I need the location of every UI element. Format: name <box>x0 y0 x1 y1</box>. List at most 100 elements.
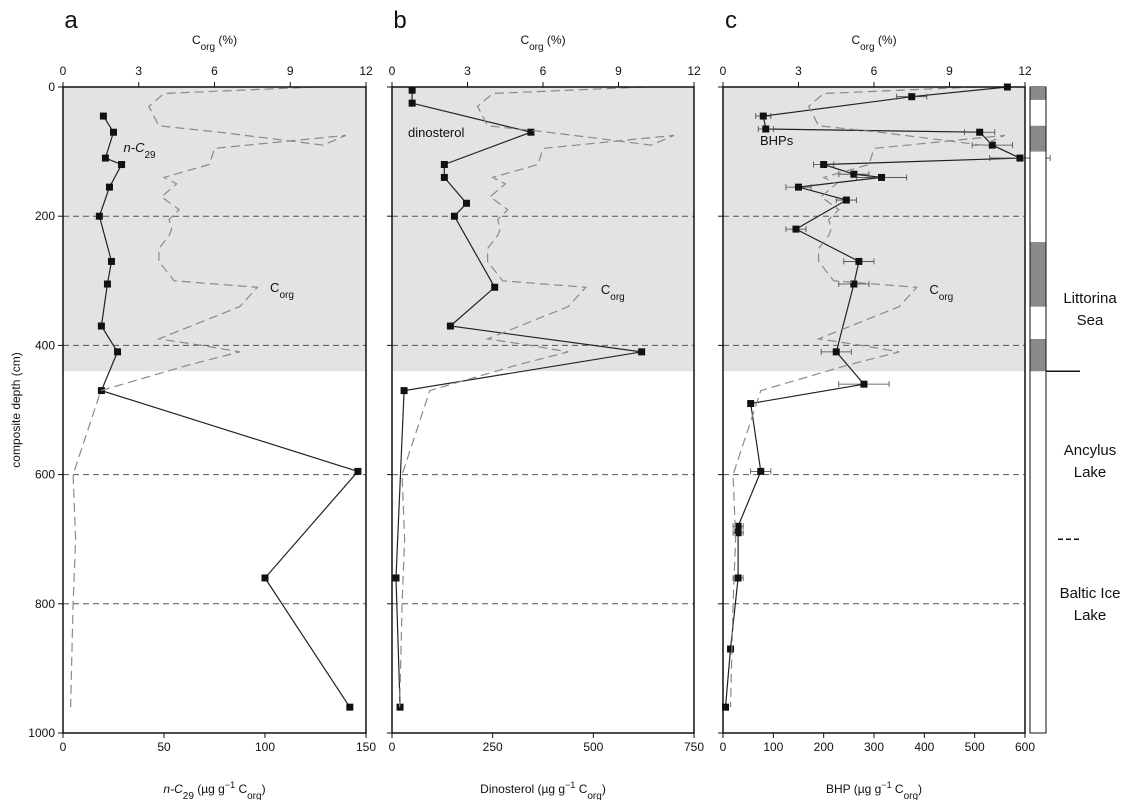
strip-dark-interval <box>1030 338 1046 372</box>
bottom-axis-title: n-C29 (µg g−1 Corg) <box>163 780 265 800</box>
data-point <box>759 112 767 120</box>
lithology-strip <box>1029 86 1047 734</box>
data-point <box>527 128 535 136</box>
data-point <box>103 280 111 288</box>
unit-label: Baltic Ice <box>1060 585 1121 602</box>
x-tick-label: 300 <box>864 740 884 754</box>
corg-line <box>729 86 1006 708</box>
data-point <box>408 99 416 107</box>
corg-annotation: Corg <box>270 280 294 301</box>
y-axis-title: composite depth (cm) <box>9 352 23 467</box>
data-point <box>400 387 408 395</box>
x-tick-label: 0 <box>720 740 727 754</box>
data-point <box>440 173 448 181</box>
strip-dark-interval <box>1030 87 1046 100</box>
top-x-tick-label: 6 <box>540 64 547 78</box>
x-tick-label: 600 <box>1015 740 1035 754</box>
data-point <box>850 170 858 178</box>
data-point <box>462 199 470 207</box>
data-point <box>97 322 105 330</box>
data-point <box>855 257 863 265</box>
bottom-axis-title: BHP (µg g−1 Corg) <box>826 780 922 800</box>
x-tick-label: 400 <box>914 740 934 754</box>
top-x-tick-label: 9 <box>946 64 953 78</box>
top-axis-title: Corg (%) <box>520 33 565 53</box>
data-point <box>101 154 109 162</box>
data-point <box>440 161 448 169</box>
data-point <box>762 125 770 133</box>
x-tick-label: 0 <box>60 740 67 754</box>
y-tick-label: 1000 <box>28 726 55 740</box>
data-point <box>722 703 730 711</box>
x-tick-label: 150 <box>356 740 376 754</box>
data-point <box>795 183 802 191</box>
data-point <box>757 467 765 475</box>
y-tick-label: 200 <box>35 209 55 223</box>
data-point <box>114 348 122 356</box>
top-x-tick-label: 12 <box>359 64 373 78</box>
data-point <box>908 93 916 101</box>
data-point <box>878 173 886 181</box>
data-point <box>118 161 126 169</box>
data-point <box>392 574 400 582</box>
unit-label: Lake <box>1074 464 1107 481</box>
dinosterol-annotation: dinosterol <box>408 125 464 140</box>
corg-line <box>70 86 347 708</box>
data-point <box>734 529 742 537</box>
top-x-tick-label: 6 <box>211 64 218 78</box>
data-point <box>408 86 416 94</box>
top-axis-title: Corg (%) <box>851 33 896 53</box>
x-tick-label: 100 <box>763 740 783 754</box>
data-point <box>638 348 646 356</box>
data-point <box>976 128 984 136</box>
x-tick-label: 500 <box>965 740 985 754</box>
x-tick-label: 50 <box>157 740 171 754</box>
data-point <box>346 703 354 711</box>
x-tick-label: 250 <box>483 740 503 754</box>
n-c29-annotation: n-C29 <box>124 140 157 161</box>
data-point <box>832 348 840 356</box>
x-tick-label: 750 <box>684 740 704 754</box>
x-tick-label: 500 <box>583 740 603 754</box>
bhps-annotation: BHPs <box>760 133 794 148</box>
unit-label: Littorina <box>1063 290 1117 307</box>
data-point <box>988 141 996 149</box>
data-point <box>850 280 858 288</box>
data-point <box>99 112 107 120</box>
x-tick-label: 100 <box>255 740 275 754</box>
x-tick-label: 200 <box>814 740 834 754</box>
y-tick-label: 0 <box>48 80 55 94</box>
bottom-axis-title: Dinosterol (µg g−1 Corg) <box>480 780 606 800</box>
data-point <box>734 522 742 530</box>
strip-dark-interval <box>1030 125 1046 152</box>
unit-label: Ancylus <box>1064 442 1117 459</box>
panel-letter: c <box>725 7 737 34</box>
data-point <box>842 196 850 204</box>
top-x-tick-label: 6 <box>871 64 878 78</box>
shaded-interval <box>63 87 366 372</box>
panel-letter: b <box>393 7 406 34</box>
corg-annotation: Corg <box>929 282 953 303</box>
data-point <box>110 128 117 136</box>
data-point <box>747 400 755 408</box>
data-point <box>727 645 735 653</box>
top-x-tick-label: 3 <box>464 64 471 78</box>
data-point <box>792 225 800 233</box>
data-point <box>734 574 742 582</box>
data-point <box>491 283 499 291</box>
data-point <box>446 322 454 330</box>
top-x-tick-label: 3 <box>135 64 142 78</box>
unit-label: Lake <box>1074 607 1107 624</box>
corg-annotation: Corg <box>601 282 625 303</box>
data-point <box>820 161 828 169</box>
shaded-interval <box>723 87 1025 372</box>
shaded-interval <box>392 87 694 372</box>
strip-dark-interval <box>1030 242 1046 307</box>
data-point <box>860 380 868 388</box>
top-x-tick-label: 9 <box>287 64 294 78</box>
top-x-tick-label: 12 <box>687 64 701 78</box>
y-tick-label: 400 <box>35 338 55 352</box>
data-point <box>105 183 113 191</box>
data-point <box>450 212 458 220</box>
